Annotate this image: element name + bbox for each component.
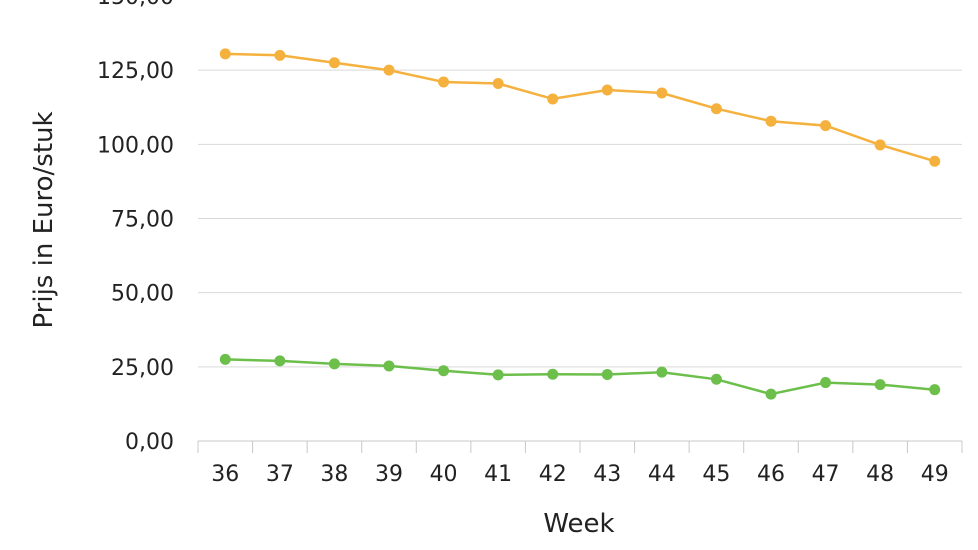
y-tick-label: 150,00 <box>97 0 174 10</box>
data-point[interactable] <box>929 155 941 167</box>
data-point[interactable] <box>765 388 777 400</box>
y-tick-label: 100,00 <box>97 133 174 158</box>
series-1 <box>219 48 941 167</box>
series-line <box>225 358 935 396</box>
data-point[interactable] <box>765 115 777 127</box>
x-tick-label: 44 <box>648 462 676 487</box>
data-point[interactable] <box>274 49 286 61</box>
data-point[interactable] <box>438 76 450 88</box>
y-tick-label: 50,00 <box>111 282 174 307</box>
data-point[interactable] <box>601 369 613 381</box>
x-tick-label: 43 <box>593 462 621 487</box>
y-tick-labels: 0,00 25,00 50,00 75,00 100,00 125,00 150,00 <box>97 0 174 455</box>
data-point[interactable] <box>656 87 668 99</box>
data-point[interactable] <box>219 353 231 365</box>
data-point[interactable] <box>328 358 340 370</box>
data-point[interactable] <box>601 84 613 96</box>
x-tick-label: 48 <box>866 462 894 487</box>
x-tick-label: 49 <box>921 462 949 487</box>
data-point[interactable] <box>274 355 286 367</box>
x-tick-label: 37 <box>266 462 294 487</box>
data-point[interactable] <box>492 78 504 90</box>
data-point[interactable] <box>328 57 340 69</box>
data-point[interactable] <box>820 377 832 389</box>
data-point[interactable] <box>710 103 722 115</box>
x-tick-label: 47 <box>812 462 840 487</box>
data-point[interactable] <box>383 360 395 372</box>
x-tick-label: 38 <box>320 462 348 487</box>
y-tick-label: 75,00 <box>111 208 174 233</box>
data-point[interactable] <box>710 373 722 385</box>
x-tick-label: 36 <box>211 462 239 487</box>
data-point[interactable] <box>929 384 941 396</box>
data-point[interactable] <box>547 93 559 105</box>
series-group <box>219 48 941 400</box>
x-tick-label: 42 <box>539 462 567 487</box>
data-point[interactable] <box>874 379 886 391</box>
x-axis: 36 37 38 39 40 41 42 43 44 45 46 47 48 49 <box>197 440 963 487</box>
data-point[interactable] <box>656 366 668 378</box>
x-tick-label: 39 <box>375 462 403 487</box>
y-tick-label: 25,00 <box>111 356 174 381</box>
x-axis-title: Week <box>543 509 614 539</box>
data-point[interactable] <box>820 120 832 132</box>
data-point[interactable] <box>547 368 559 380</box>
data-point[interactable] <box>383 64 395 76</box>
gridlines <box>198 69 962 368</box>
data-point[interactable] <box>438 365 450 377</box>
x-tick-label: 45 <box>702 462 730 487</box>
data-point[interactable] <box>219 48 231 60</box>
y-axis-title: Prijs in Euro/stuk <box>29 111 59 328</box>
x-tick-label: 46 <box>757 462 785 487</box>
data-point[interactable] <box>874 139 886 151</box>
x-tick-label: 40 <box>430 462 458 487</box>
y-tick-label: 0,00 <box>125 430 174 455</box>
y-tick-label: 125,00 <box>97 59 174 84</box>
x-tick-label: 41 <box>484 462 512 487</box>
series-line <box>225 52 936 163</box>
data-point[interactable] <box>492 369 504 381</box>
series-2 <box>219 353 941 400</box>
